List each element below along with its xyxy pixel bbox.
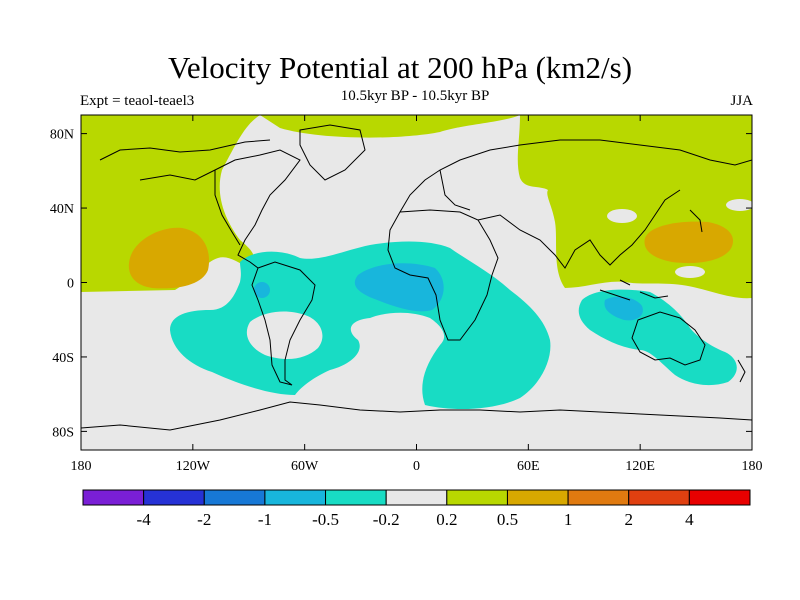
colorbar-swatch — [385, 489, 448, 506]
map-title: Velocity Potential at 200 hPa (km2/s) — [167, 50, 633, 85]
colorbar-swatch — [143, 489, 205, 506]
x-tick-label: 0 — [413, 459, 420, 474]
x-tick-label: 60E — [517, 459, 540, 474]
colorbar-swatch — [506, 489, 569, 506]
region-hole — [675, 266, 705, 278]
colorbar-swatch — [203, 489, 266, 506]
colorbar-label: -0.5 — [312, 510, 339, 529]
region-west-pacific-max — [644, 221, 734, 264]
region-indonesia-min — [604, 296, 643, 321]
region-north-pacific-north-america-positive — [81, 115, 260, 292]
colorbar-label: 1 — [564, 510, 573, 529]
colorbar-swatch — [82, 489, 145, 506]
axis-ticks: 180 120W 60W 0 60E 120E 180 80N 40N 0 40S 80S — [50, 115, 763, 474]
season-label: JJA — [730, 93, 753, 109]
region-small-min — [254, 282, 270, 298]
x-tick-label: 60W — [291, 459, 319, 474]
y-tick-label: 80N — [50, 128, 74, 143]
y-tick-label: 0 — [67, 277, 74, 292]
x-tick-label: 180 — [71, 459, 92, 474]
y-tick-label: 80S — [52, 425, 74, 440]
colorbar-label: -1 — [258, 510, 272, 529]
experiment-label: Expt = teaol-teael3 — [80, 93, 195, 109]
colorbar-swatch — [325, 489, 387, 506]
x-tick-label: 120E — [625, 459, 655, 474]
region-tropical-atlantic-min — [354, 263, 444, 312]
x-tick-label: 180 — [742, 459, 763, 474]
region-hole — [726, 199, 752, 211]
coastlines — [81, 124, 752, 431]
x-tick-label: 120W — [176, 459, 211, 474]
colorbar-label: 4 — [685, 510, 694, 529]
y-tick-label: 40S — [52, 351, 74, 366]
y-tick-label: 40N — [50, 202, 74, 217]
map-subtitle: 10.5kyr BP - 10.5kyr BP — [340, 88, 490, 104]
region-arctic-atlantic-positive — [260, 115, 520, 138]
colorbar-label: 2 — [624, 510, 633, 529]
colorbar-label: -2 — [197, 510, 211, 529]
region-east-pacific-max — [128, 227, 210, 289]
region-hole — [607, 209, 637, 223]
colorbar-label: -0.2 — [373, 510, 400, 529]
colorbar-label: 0.5 — [497, 510, 518, 529]
colorbar: -4 -2 -1 -0.5 -0.2 0.2 0.5 1 2 4 — [82, 489, 751, 529]
colorbar-swatch — [446, 489, 508, 506]
colorbar-label: 0.2 — [436, 510, 457, 529]
colorbar-swatch — [688, 489, 751, 506]
colorbar-label: -4 — [137, 510, 152, 529]
colorbar-swatch — [628, 489, 690, 506]
colorbar-swatch — [264, 489, 327, 506]
colorbar-swatch — [567, 489, 630, 506]
